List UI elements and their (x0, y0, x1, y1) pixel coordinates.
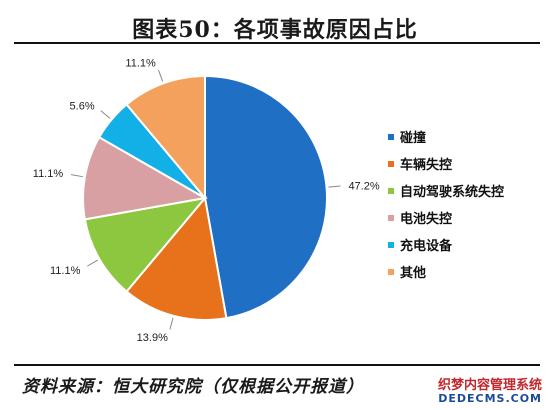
legend-swatch (388, 215, 394, 221)
leader-line (169, 317, 174, 330)
slice-value-label: 13.9% (137, 332, 168, 344)
legend-swatch (388, 242, 394, 248)
legend-label: 其他 (400, 265, 426, 281)
legend-label: 自动驾驶系统失控 (400, 184, 504, 200)
chart-title: 图表50：各项事故原因占比 (132, 17, 418, 43)
leader-line (70, 174, 83, 178)
leader-line (87, 259, 98, 267)
pie-slice (83, 196, 208, 293)
top-divider (14, 42, 540, 44)
watermark-domain: DEDECMS.COM (438, 392, 542, 405)
watermark-text: 织梦内容管理系统 (437, 378, 542, 393)
slice-value-label: 11.1% (125, 58, 156, 70)
legend-swatch (388, 188, 394, 194)
legend-label: 车辆失控 (400, 157, 452, 173)
leader-line (100, 110, 111, 119)
legend-label: 电池失控 (400, 211, 452, 227)
legend-label: 充电设备 (400, 238, 453, 254)
legend-swatch (388, 269, 394, 275)
legend-swatch (388, 161, 394, 167)
pie-slice (125, 74, 206, 201)
slice-value-label: 11.1% (50, 265, 81, 277)
slice-value-label: 11.1% (33, 168, 64, 180)
slice-value-label: 47.2% (348, 180, 379, 192)
source-note: 资料来源：恒大研究院（仅根据公开报道） (22, 377, 364, 397)
bottom-divider (14, 364, 540, 366)
pie-slice (82, 135, 208, 221)
leader-line (158, 70, 164, 82)
legend-swatch (388, 134, 394, 140)
pie-slice (125, 195, 228, 321)
leader-line (328, 185, 341, 188)
slice-value-label: 5.6% (70, 101, 95, 113)
legend-label: 碰撞 (400, 130, 426, 146)
pie-slice (204, 74, 328, 320)
